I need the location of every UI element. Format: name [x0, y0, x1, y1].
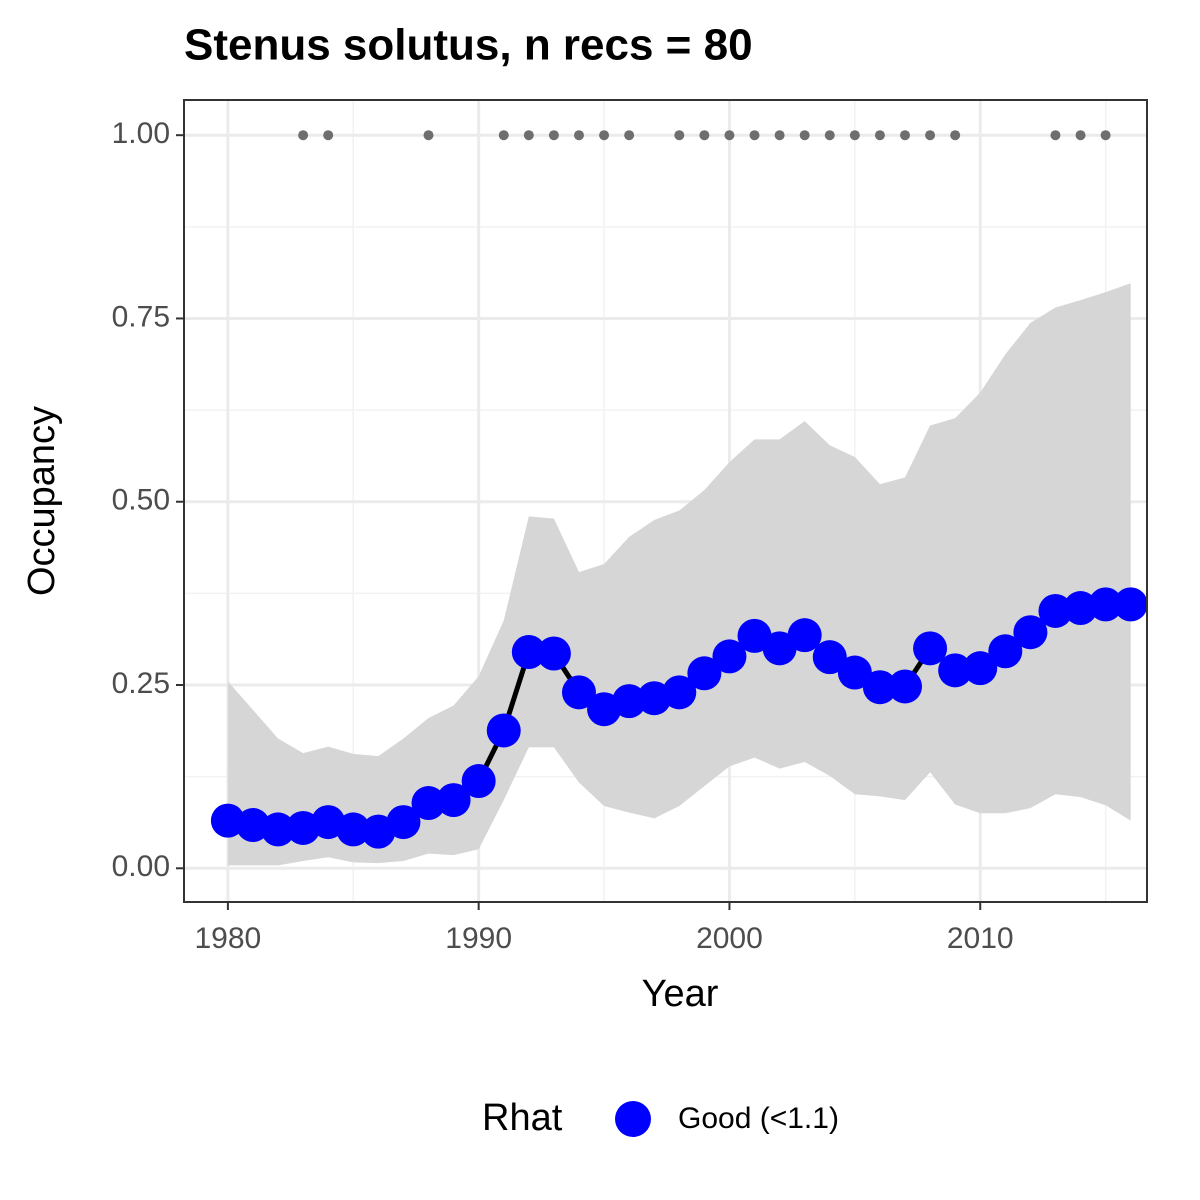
y-tick-label: 0.00	[112, 850, 170, 883]
y-tick-label: 0.75	[112, 300, 170, 333]
point	[837, 655, 872, 690]
record-point	[1075, 130, 1086, 141]
x-axis-label: Year	[642, 973, 719, 1015]
record-point	[699, 130, 710, 141]
record-point	[498, 130, 509, 141]
point	[386, 805, 421, 840]
record-point	[523, 130, 534, 141]
record-point	[824, 130, 835, 141]
legend-title: Rhat	[482, 1097, 563, 1139]
y-axis-label: Occupancy	[21, 406, 63, 596]
point	[1063, 591, 1098, 626]
y-tick-label: 0.50	[112, 484, 170, 517]
record-point	[1100, 130, 1111, 141]
point	[787, 618, 822, 653]
point	[1113, 587, 1148, 622]
record-point	[950, 130, 961, 141]
point	[511, 635, 546, 670]
chart-title: Stenus solutus, n recs = 80	[184, 21, 753, 70]
record-point	[298, 130, 309, 141]
point	[461, 764, 496, 799]
point	[887, 669, 922, 704]
record-point	[849, 130, 860, 141]
point	[261, 812, 296, 847]
point	[411, 786, 446, 821]
y-tick-label: 0.25	[112, 667, 170, 700]
record-point	[423, 130, 434, 141]
record-point	[724, 130, 735, 141]
record-point	[548, 130, 559, 141]
point	[1038, 593, 1073, 628]
record-point	[925, 130, 936, 141]
record-point	[874, 130, 885, 141]
x-tick-label: 2010	[947, 922, 1014, 955]
point	[988, 634, 1023, 669]
x-tick-label: 2000	[696, 922, 763, 955]
point	[913, 631, 948, 666]
confidence-band	[227, 283, 1131, 866]
x-tick-label: 1980	[195, 922, 262, 955]
point	[812, 640, 847, 675]
point	[662, 675, 697, 710]
record-point	[799, 130, 810, 141]
x-tick-label: 1990	[445, 922, 512, 955]
point	[762, 631, 797, 666]
record-point	[899, 130, 910, 141]
point	[687, 656, 722, 691]
point	[235, 808, 270, 843]
legend-key	[615, 1101, 651, 1137]
point	[336, 812, 371, 847]
point	[712, 639, 747, 674]
point	[1088, 587, 1123, 622]
point	[486, 713, 521, 748]
record-point	[774, 130, 785, 141]
point	[862, 670, 897, 705]
point	[210, 803, 245, 838]
point	[561, 675, 596, 710]
record-point	[573, 130, 584, 141]
point	[612, 684, 647, 719]
point	[1013, 615, 1048, 650]
point	[536, 636, 571, 671]
record-point	[624, 130, 635, 141]
record-point	[323, 130, 334, 141]
point	[938, 653, 973, 688]
record-point	[599, 130, 610, 141]
record-point	[1050, 130, 1061, 141]
record-point	[674, 130, 685, 141]
y-tick-label: 1.00	[112, 117, 170, 150]
plot-border	[183, 99, 1148, 903]
record-point	[749, 130, 760, 141]
point	[737, 618, 772, 653]
point	[963, 651, 998, 686]
legend-label: Good (<1.1)	[678, 1102, 839, 1135]
point	[436, 783, 471, 818]
